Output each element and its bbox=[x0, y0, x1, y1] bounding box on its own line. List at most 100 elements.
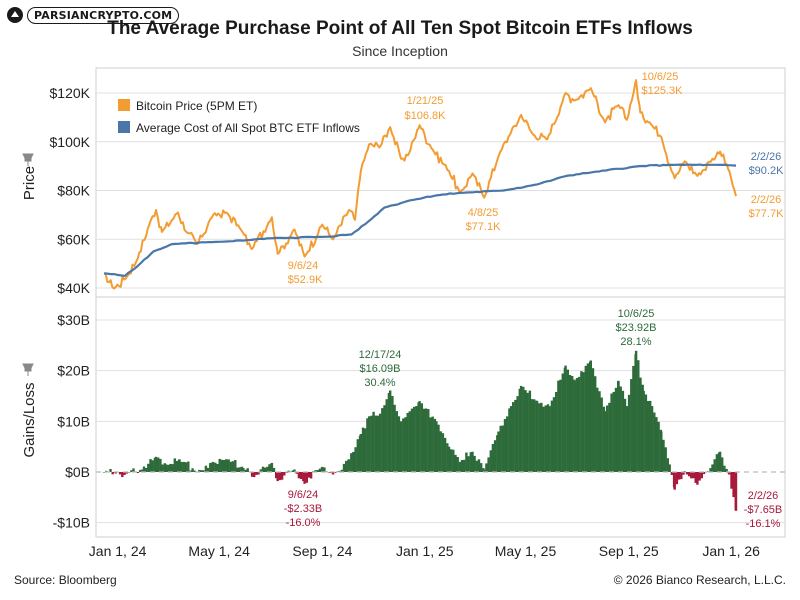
gain-bar bbox=[321, 466, 324, 472]
gain-bar bbox=[506, 416, 509, 472]
gain-bar bbox=[625, 406, 629, 472]
gain-bar bbox=[163, 463, 166, 472]
gain-bar bbox=[381, 408, 384, 472]
gain-bar bbox=[431, 416, 434, 472]
gain-bar bbox=[439, 431, 442, 472]
gain-bar bbox=[147, 463, 150, 472]
gain-bar bbox=[454, 454, 457, 472]
gain-bar bbox=[132, 468, 135, 472]
gain-bar bbox=[509, 406, 513, 472]
legend: Bitcoin Price (5PM ET) Average Cost of A… bbox=[118, 99, 360, 135]
gain-bar bbox=[489, 450, 492, 472]
gain-bar bbox=[102, 472, 106, 473]
gain-bar bbox=[154, 456, 158, 472]
annotation-loss-feb26-date: 2/2/26 bbox=[748, 490, 779, 502]
gain-bar bbox=[660, 431, 663, 472]
x-tick-label: May 1, 24 bbox=[188, 543, 250, 559]
gain-bar bbox=[452, 449, 455, 472]
gain-bar bbox=[222, 460, 226, 472]
gain-bar bbox=[187, 461, 190, 472]
gain-bar bbox=[603, 411, 607, 472]
pushpin-icon bbox=[22, 153, 34, 166]
loss-bar bbox=[253, 472, 256, 478]
gain-bar bbox=[666, 458, 669, 472]
gain-bar bbox=[639, 377, 642, 472]
gain-bar bbox=[206, 467, 210, 472]
gain-bar bbox=[463, 459, 466, 472]
top-y-tick-label: $40K bbox=[57, 280, 90, 296]
x-tick-labels: Jan 1, 24 May 1, 24 Sep 1, 24 Jan 1, 25 May … bbox=[89, 543, 760, 559]
gain-bar bbox=[596, 387, 599, 472]
annotation-gain-oct25-date: 10/6/25 bbox=[618, 308, 655, 320]
gain-bar bbox=[318, 468, 322, 472]
annotation-loss-feb26-value: -$7.65B bbox=[744, 504, 783, 516]
gain-bar bbox=[591, 368, 595, 472]
gain-bar bbox=[437, 424, 440, 472]
gain-bar bbox=[268, 464, 271, 472]
gain-bar bbox=[608, 402, 611, 472]
gain-bar bbox=[151, 460, 154, 472]
gain-bar bbox=[524, 390, 527, 472]
loss-bar bbox=[299, 472, 303, 479]
loss-bar bbox=[275, 472, 278, 479]
gain-bar bbox=[623, 398, 627, 472]
gain-bar bbox=[159, 458, 162, 472]
annotation-loss-sep24-pct: -16.0% bbox=[286, 517, 321, 529]
gain-bar bbox=[231, 461, 235, 472]
gain-bar bbox=[584, 365, 587, 472]
gain-bar bbox=[725, 468, 728, 472]
annotation-price-low-sep24-date: 9/6/24 bbox=[288, 260, 319, 272]
gain-bar bbox=[483, 469, 486, 472]
gain-bar bbox=[559, 379, 562, 472]
loss-bar bbox=[334, 472, 337, 473]
gain-bar bbox=[368, 416, 371, 472]
gain-bar bbox=[164, 464, 168, 472]
gain-bar bbox=[175, 460, 179, 472]
gain-bar bbox=[399, 421, 403, 472]
top-y-tick-label: $100K bbox=[50, 134, 91, 150]
gain-bar bbox=[542, 406, 545, 472]
x-tick-label: Sep 1, 24 bbox=[292, 543, 352, 559]
loss-bar bbox=[694, 472, 697, 483]
gain-bar bbox=[610, 393, 613, 472]
gain-bar bbox=[650, 406, 654, 472]
gain-bar bbox=[555, 392, 558, 472]
legend-label-cost: Average Cost of All Spot BTC ETF Inflows bbox=[136, 121, 360, 135]
gain-bar bbox=[229, 461, 233, 472]
gain-bar bbox=[655, 417, 658, 472]
gain-bar bbox=[433, 418, 437, 472]
legend-label-price: Bitcoin Price (5PM ET) bbox=[136, 99, 257, 113]
gain-bar bbox=[447, 446, 451, 472]
gain-bar bbox=[621, 390, 625, 472]
loss-bar bbox=[257, 472, 260, 475]
gain-bar bbox=[668, 464, 671, 472]
gain-bar bbox=[458, 461, 462, 472]
loss-bar bbox=[670, 472, 674, 475]
gain-bar bbox=[325, 471, 328, 473]
loss-bar bbox=[700, 472, 703, 479]
gain-bar bbox=[218, 458, 221, 472]
gain-bar bbox=[526, 392, 529, 472]
gain-bar bbox=[435, 421, 438, 472]
gain-bar bbox=[356, 439, 359, 472]
annotation-price-low-apr25-date: 4/8/25 bbox=[468, 207, 499, 219]
gain-bar bbox=[653, 412, 656, 472]
gain-bar bbox=[184, 462, 188, 472]
loss-bar bbox=[125, 472, 128, 474]
gain-bar bbox=[385, 399, 388, 472]
annotation-gain-oct25-value: $23.92B bbox=[616, 322, 657, 334]
annotation-cost-end-value: $90.2K bbox=[749, 165, 785, 177]
gain-bar bbox=[272, 467, 276, 472]
gain-bar bbox=[404, 417, 407, 472]
gain-bar bbox=[460, 460, 464, 472]
gain-bar bbox=[323, 467, 326, 472]
gain-bar bbox=[372, 411, 375, 472]
loss-bar bbox=[305, 472, 308, 483]
gain-bar bbox=[713, 459, 716, 472]
loss-bar bbox=[114, 472, 117, 474]
gain-bar bbox=[340, 469, 344, 472]
gain-bar bbox=[644, 394, 648, 472]
gain-bar bbox=[138, 470, 142, 472]
gain-bar bbox=[557, 380, 560, 472]
gain-bar bbox=[711, 464, 714, 472]
